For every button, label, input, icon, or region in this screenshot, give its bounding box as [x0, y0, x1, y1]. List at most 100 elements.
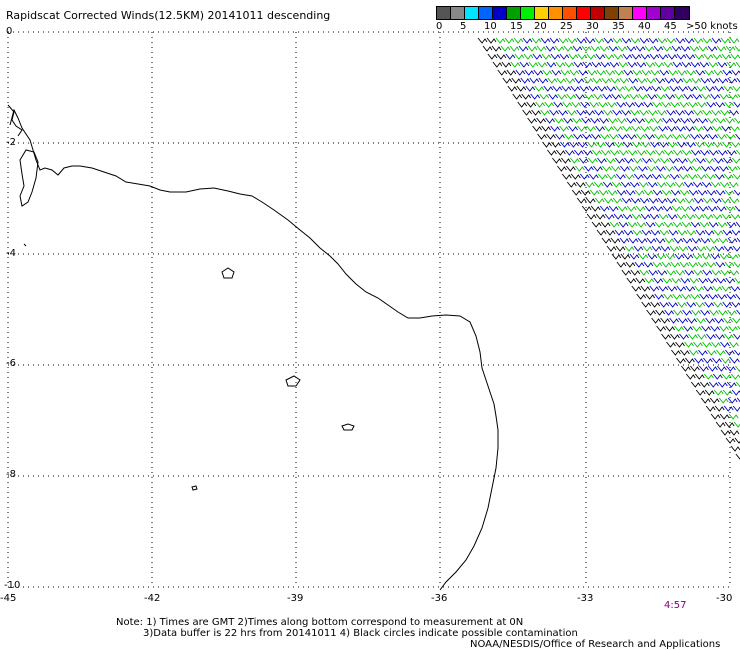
wind-barb — [695, 141, 705, 148]
legend-swatch — [549, 7, 563, 19]
wind-barb — [728, 181, 739, 188]
wind-barb — [561, 85, 572, 92]
legend-label: 35 — [612, 21, 625, 32]
wind-barb — [680, 117, 690, 124]
wind-barb — [566, 93, 577, 100]
wind-barb — [598, 189, 609, 196]
wind-barb — [621, 109, 631, 116]
wind-barb — [733, 261, 740, 268]
wind-barb — [654, 61, 665, 68]
wind-barb — [660, 85, 671, 92]
wind-barb — [674, 165, 684, 172]
wind-barb — [614, 69, 625, 76]
wind-barb — [640, 53, 651, 60]
wind-barb — [563, 45, 574, 52]
wind-barb — [709, 309, 719, 316]
wind-barb — [653, 117, 663, 124]
wind-barb — [597, 85, 608, 92]
wind-barb — [698, 117, 708, 124]
wind-barb — [695, 229, 706, 236]
wind-barb — [593, 165, 603, 172]
wind-barb — [735, 61, 740, 68]
wind-barb — [545, 117, 555, 124]
wind-barb — [636, 61, 647, 68]
wind-barb — [509, 45, 520, 52]
wind-barb — [652, 189, 663, 196]
legend-label: >50 knots — [686, 21, 738, 32]
wind-barb — [718, 237, 729, 244]
wind-barb — [719, 181, 730, 188]
wind-barb — [594, 109, 604, 116]
wind-barb — [716, 205, 727, 212]
wind-barb — [557, 165, 567, 172]
wind-barb — [604, 125, 614, 132]
wind-barb — [695, 69, 706, 76]
wind-barb — [715, 333, 725, 340]
lon-label-minus-39: -39 — [287, 593, 304, 604]
legend-label: 40 — [638, 21, 651, 32]
wind-barb — [710, 413, 721, 420]
wind-barb — [636, 293, 647, 300]
wind-barb — [633, 245, 644, 252]
wind-barb — [682, 237, 693, 244]
wind-barb — [725, 349, 735, 356]
wind-barb — [707, 277, 718, 284]
wind-barb — [688, 333, 698, 340]
wind-barb — [696, 157, 706, 164]
wind-barb — [722, 141, 732, 148]
wind-barb — [505, 53, 516, 60]
wind-barb — [717, 293, 728, 300]
legend-swatch — [437, 7, 451, 19]
wind-barb — [566, 165, 576, 172]
wind-barb — [583, 149, 593, 156]
wind-barb — [731, 229, 740, 236]
wind-barb — [631, 285, 642, 292]
wind-barb — [586, 213, 597, 220]
wind-barb — [689, 45, 700, 52]
wind-barb — [656, 181, 667, 188]
wind-barb — [694, 213, 705, 220]
wind-barb — [710, 253, 721, 260]
wind-barb — [732, 85, 740, 92]
wind-barb — [595, 125, 605, 132]
wind-barb — [539, 93, 550, 100]
wind-barb — [670, 101, 681, 108]
wind-barb — [640, 125, 650, 132]
wind-barb — [531, 109, 541, 116]
wind-barb — [616, 261, 627, 268]
wind-barb — [723, 85, 734, 92]
lat-label-minus-10: -10 — [4, 580, 21, 591]
wind-barb — [667, 213, 678, 220]
wind-barb — [719, 325, 729, 332]
wind-barb — [631, 213, 642, 220]
wind-barb — [670, 261, 681, 268]
legend-swatch — [535, 7, 549, 19]
wind-barb — [623, 229, 634, 236]
note-line-1: Note: 1) Times are GMT 2)Times along bot… — [116, 617, 524, 628]
wind-barb — [695, 301, 706, 308]
wind-barb — [647, 93, 658, 100]
wind-barb — [681, 133, 691, 140]
wind-barb — [708, 293, 719, 300]
wind-barb — [656, 93, 667, 100]
wind-barb — [685, 213, 696, 220]
wind-barb — [693, 109, 703, 116]
wind-barb — [619, 149, 629, 156]
wind-barb — [580, 101, 591, 108]
wind-barb — [588, 85, 599, 92]
wind-barb — [586, 53, 597, 60]
wind-barb — [677, 141, 687, 148]
wind-barb — [698, 45, 709, 52]
wind-barb — [585, 37, 596, 44]
wind-barb — [673, 309, 683, 316]
wind-barb — [722, 389, 733, 396]
wind-barb — [618, 61, 629, 68]
wind-barb — [610, 237, 621, 244]
wind-barb — [641, 229, 652, 236]
wind-barb — [617, 205, 628, 212]
wind-barb — [591, 61, 602, 68]
wind-barb — [705, 405, 716, 412]
wind-barb — [705, 157, 715, 164]
wind-barb — [570, 173, 581, 180]
wind-barb — [667, 125, 677, 132]
